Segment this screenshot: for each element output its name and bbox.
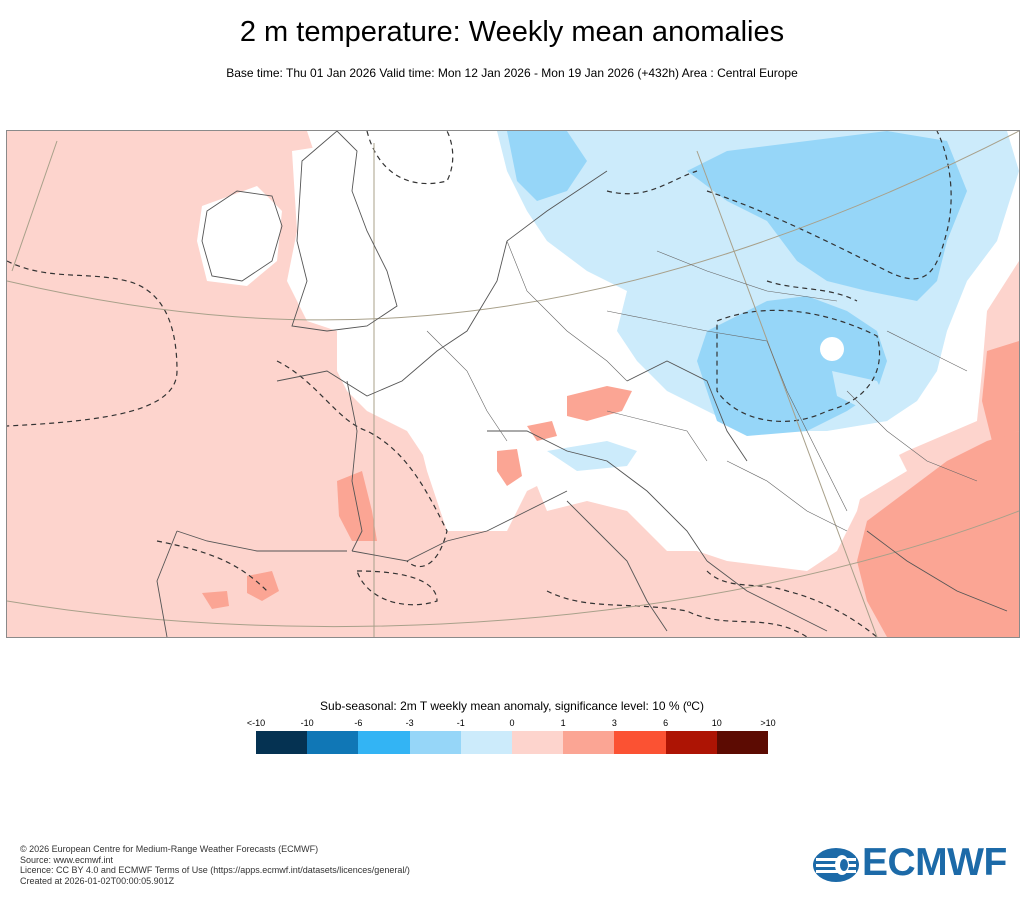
map-title: 2 m temperature: Weekly mean anomalies bbox=[239, 16, 785, 48]
legend-tick: 1 bbox=[560, 718, 566, 728]
coastlines bbox=[156, 131, 1008, 637]
warm-medium-provence bbox=[497, 449, 522, 486]
footer-created: Created at 2026-01-02T00:00:05.901Z bbox=[20, 875, 175, 886]
ecmwf-logo-icon bbox=[813, 848, 859, 882]
footer-source: Source: www.ecmwf.int bbox=[20, 854, 114, 865]
neutral-anomaly-ireland bbox=[197, 186, 282, 286]
footer-licence: Licence: CC BY 4.0 and ECMWF Terms of Us… bbox=[20, 865, 410, 875]
cold-medium-north bbox=[687, 131, 967, 301]
neutral-hole bbox=[820, 337, 844, 361]
legend-title: Sub-seasonal: 2m T weekly mean anomaly, … bbox=[320, 699, 704, 713]
footer-credits: © 2026 European Centre for Medium-Range … bbox=[20, 844, 410, 886]
warm-medium-alps bbox=[567, 386, 632, 421]
warm-medium-iberia-2 bbox=[202, 591, 229, 609]
cold-medium-central bbox=[697, 296, 887, 436]
legend-tick: <-10 bbox=[246, 718, 266, 728]
neutral-anomaly-mediterranean bbox=[527, 441, 707, 551]
legend-color-swatch bbox=[409, 731, 461, 754]
borders bbox=[426, 240, 978, 532]
legend-tick: 0 bbox=[509, 718, 515, 728]
warm-medium-east bbox=[982, 341, 1019, 441]
legend-color-swatch bbox=[614, 731, 666, 754]
legend-ticks: <-10 -10 -6 -3 -1 0 1 3 6 10 >10 bbox=[247, 718, 776, 730]
legend-color-swatch bbox=[256, 731, 308, 754]
legend-tick: -1 bbox=[456, 718, 465, 728]
legend-tick: >10 bbox=[760, 718, 776, 728]
ecmwf-logo-text: ECMWF bbox=[862, 841, 1007, 884]
anomaly-map-svg bbox=[7, 131, 1019, 637]
legend-color-swatch bbox=[460, 731, 513, 754]
legend-tick: 6 bbox=[663, 718, 669, 728]
legend-color-swatch bbox=[563, 731, 615, 754]
cold-light-italy bbox=[547, 441, 637, 471]
legend-color-swatch bbox=[307, 731, 359, 754]
legend-color-swatch bbox=[358, 731, 410, 754]
cold-medium-baltic bbox=[507, 131, 587, 201]
legend-tick: 10 bbox=[711, 718, 722, 728]
anomaly-map bbox=[6, 130, 1020, 638]
legend-color-swatch bbox=[512, 731, 564, 754]
warm-medium-iberia bbox=[247, 571, 279, 601]
legend-tick: -3 bbox=[405, 718, 414, 728]
neutral-anomaly-uk bbox=[287, 141, 407, 331]
neutral-tongue bbox=[832, 371, 887, 406]
legend-tick: -10 bbox=[300, 718, 314, 728]
map-subtitle: Base time: Thu 01 Jan 2026 Valid time: M… bbox=[226, 66, 798, 80]
neutral-anomaly-balkans bbox=[697, 421, 907, 531]
legend-colorbar bbox=[256, 731, 769, 754]
legend-tick: -6 bbox=[354, 718, 363, 728]
warm-medium-liguria bbox=[527, 421, 557, 441]
warm-medium-balkans-greece bbox=[857, 431, 1019, 637]
footer-copyright: © 2026 European Centre for Medium-Range … bbox=[20, 844, 319, 854]
legend-tick: 3 bbox=[611, 718, 617, 728]
legend-color-swatch bbox=[665, 731, 717, 754]
significance-contours bbox=[7, 131, 952, 637]
legend-color-swatch bbox=[716, 731, 769, 754]
